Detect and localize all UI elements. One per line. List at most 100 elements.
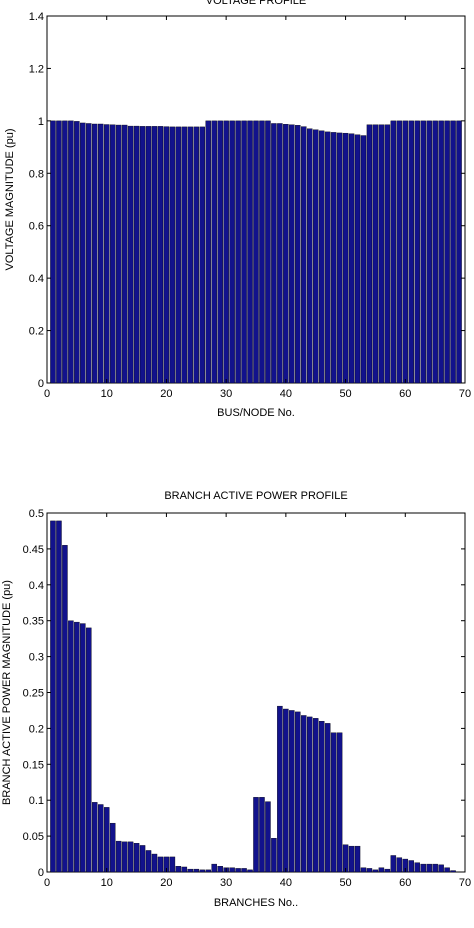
y-tick-label: 1.2: [29, 63, 44, 75]
bar: [354, 134, 361, 384]
bar: [354, 845, 361, 873]
bar: [330, 732, 337, 873]
x-tick-label: 10: [101, 877, 113, 889]
bar: [56, 120, 62, 384]
bar: [444, 867, 450, 873]
bar: [438, 120, 444, 384]
x-tick-label: 70: [459, 877, 471, 889]
bar: [211, 120, 217, 384]
bar: [384, 868, 391, 873]
bar: [253, 797, 259, 873]
bar: [109, 124, 116, 384]
bar: [62, 120, 68, 384]
bar: [432, 120, 438, 384]
y-tick-label: 0: [38, 378, 44, 390]
bar: [342, 844, 349, 873]
bar: [348, 845, 355, 873]
bar: [241, 868, 247, 873]
bar: [324, 723, 331, 873]
bar: [247, 869, 253, 873]
bar: [426, 120, 432, 384]
bar: [432, 863, 438, 873]
bar: [223, 120, 229, 384]
bar: [56, 520, 62, 873]
bar: [277, 705, 283, 873]
bar: [62, 545, 68, 873]
x-tick-label: 30: [220, 877, 232, 889]
x-tick-label: 40: [280, 877, 292, 889]
y-tick-label: 0.45: [23, 544, 44, 556]
bar: [80, 122, 86, 384]
y-tick-label: 0.35: [23, 616, 44, 628]
bar: [68, 620, 74, 873]
bar: [396, 857, 403, 873]
x-tick-label: 40: [280, 388, 292, 400]
bar: [378, 124, 385, 384]
bar: [205, 120, 211, 384]
bar: [271, 838, 277, 873]
bar: [145, 126, 152, 384]
y-tick-label: 0.1: [29, 795, 44, 807]
y-tick-label: 0.15: [23, 759, 44, 771]
bar: [121, 841, 128, 873]
bar: [103, 807, 110, 873]
x-tick-label: 70: [459, 388, 471, 400]
bar: [193, 868, 200, 873]
y-tick-label: 1: [38, 116, 44, 128]
figure-caption: (b): [238, 926, 253, 928]
bar: [169, 856, 176, 873]
bar: [92, 123, 98, 384]
bar: [68, 120, 74, 384]
bar: [396, 120, 403, 384]
bar: [181, 126, 188, 384]
bar: [336, 132, 343, 384]
x-tick-label: 10: [101, 388, 113, 400]
bar: [414, 120, 420, 384]
bar: [50, 120, 56, 384]
bar: [193, 126, 200, 384]
bar: [217, 866, 223, 873]
bar: [402, 120, 409, 384]
y-tick-label: 0.4: [29, 580, 44, 592]
bar: [378, 867, 385, 873]
bar: [324, 131, 331, 384]
y-tick-label: 0.5: [29, 508, 44, 520]
bar: [74, 121, 80, 384]
x-tick-label: 0: [44, 388, 50, 400]
bar: [450, 120, 456, 384]
y-tick-label: 0.05: [23, 831, 44, 843]
bar: [187, 868, 194, 873]
bar: [121, 124, 128, 384]
bar: [103, 124, 110, 384]
bar: [157, 126, 164, 384]
bar: [175, 126, 182, 384]
y-tick-label: 0.4: [29, 273, 44, 285]
bar: [187, 126, 194, 384]
bar: [259, 120, 265, 384]
bar: [426, 863, 432, 873]
bar: [408, 120, 414, 384]
bar: [295, 125, 301, 384]
bar: [271, 123, 277, 384]
bar: [342, 132, 349, 384]
bar: [330, 132, 337, 384]
bar: [86, 123, 92, 384]
bar: [283, 124, 289, 384]
bar: [366, 868, 373, 873]
bar: [133, 843, 140, 873]
x-tick-label: 20: [160, 877, 172, 889]
bar: [384, 124, 391, 384]
bar: [229, 867, 235, 873]
x-tick-label: 20: [160, 388, 172, 400]
bar: [372, 869, 379, 873]
y-tick-label: 0.2: [29, 723, 44, 735]
bar: [336, 732, 343, 873]
bar: [235, 120, 241, 384]
y-axis-label: BRANCH ACTIVE POWER MAGNITUDE (pu): [1, 580, 13, 805]
bar: [277, 123, 283, 384]
bar: [139, 126, 146, 384]
bar: [86, 627, 92, 873]
bar: [295, 711, 301, 873]
y-axis-label: VOLTAGE MAGNITUDE (pu): [4, 128, 16, 270]
bar: [241, 120, 247, 384]
